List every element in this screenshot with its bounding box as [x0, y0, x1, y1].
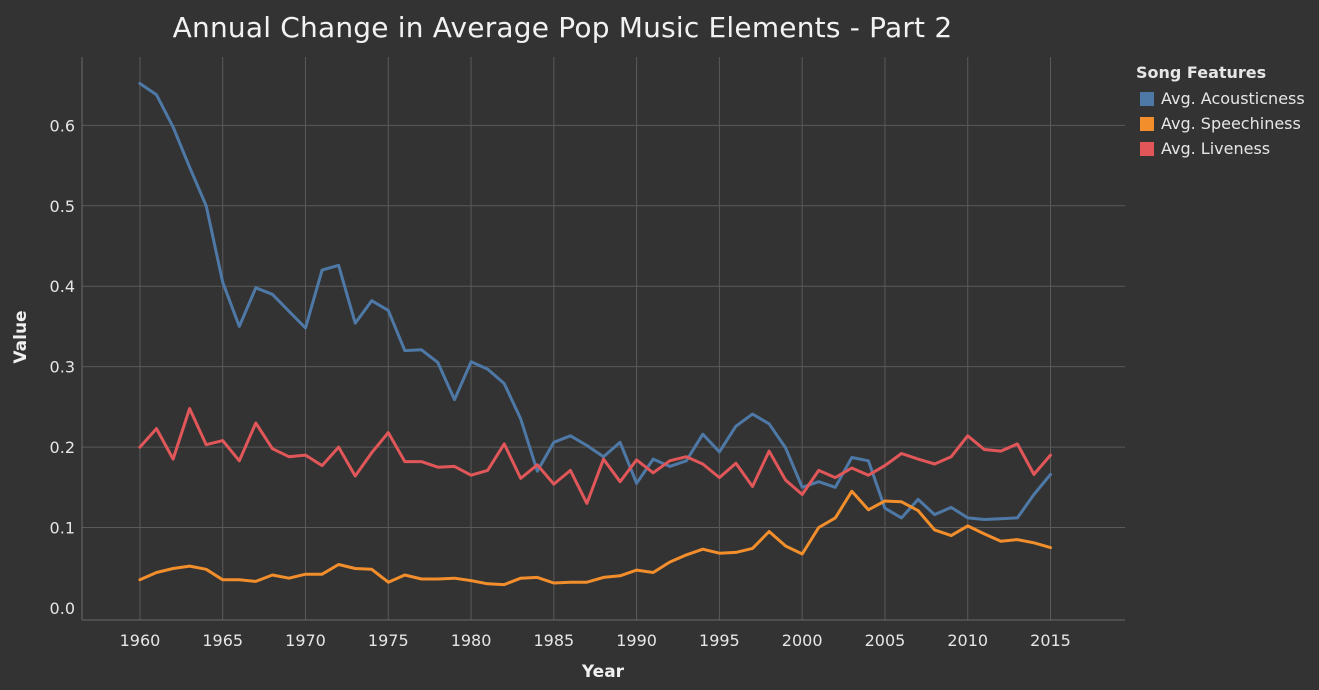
legend-swatch — [1140, 141, 1154, 156]
x-tick-label: 2015 — [1030, 631, 1071, 650]
y-tick-label: 0.5 — [50, 197, 75, 216]
x-tick-label: 2010 — [947, 631, 988, 650]
legend-item[interactable]: Avg. Liveness — [1136, 136, 1319, 161]
series-line-avg-acousticness — [138, 82, 1052, 521]
x-tick-label: 2000 — [782, 631, 823, 650]
y-tick-label: 0.2 — [50, 438, 75, 457]
y-tick-label: 0.1 — [50, 519, 75, 538]
x-tick-label: 1985 — [533, 631, 574, 650]
series-line-avg-liveness — [138, 407, 1052, 505]
y-axis-title: Value — [11, 310, 31, 363]
y-tick-label: 0.6 — [50, 116, 75, 135]
grid-layer — [82, 57, 1125, 620]
x-tick-label: 1995 — [699, 631, 740, 650]
x-tick-label: 1960 — [120, 631, 161, 650]
y-tick-label: 0.0 — [50, 599, 75, 618]
y-tick-label: 0.4 — [50, 277, 75, 296]
x-tick-label: 1980 — [451, 631, 492, 650]
legend-title: Song Features — [1136, 63, 1267, 82]
legend-items: Avg. Acousticness Avg. Speechiness Avg. Li… — [1136, 86, 1319, 161]
legend-label: Avg. Speechiness — [1161, 114, 1301, 133]
x-tick-label: 2005 — [865, 631, 906, 650]
series-line-avg-speechiness — [138, 489, 1052, 587]
x-tick-label: 1965 — [202, 631, 243, 650]
x-tick-label: 1975 — [368, 631, 409, 650]
legend-item[interactable]: Avg. Speechiness — [1136, 111, 1319, 136]
legend-swatch — [1140, 91, 1154, 106]
legend-label: Avg. Acousticness — [1161, 89, 1305, 108]
legend-item[interactable]: Avg. Acousticness — [1136, 86, 1319, 111]
x-tick-label: 1990 — [616, 631, 657, 650]
chart-title: Annual Change in Average Pop Music Eleme… — [172, 11, 953, 44]
x-axis-title: Year — [581, 662, 625, 682]
legend-label: Avg. Liveness — [1161, 139, 1271, 158]
axis-layer: 1960 1965 1970 1975 1980 1985 1990 1995 2000 2005… — [50, 57, 1125, 650]
legend-swatch — [1140, 116, 1154, 131]
x-tick-label: 1970 — [285, 631, 326, 650]
y-tick-label: 0.3 — [50, 358, 75, 377]
legend: Song Features Avg. Acousticness Avg. Spee… — [1136, 63, 1319, 161]
series-layer — [138, 82, 1052, 587]
